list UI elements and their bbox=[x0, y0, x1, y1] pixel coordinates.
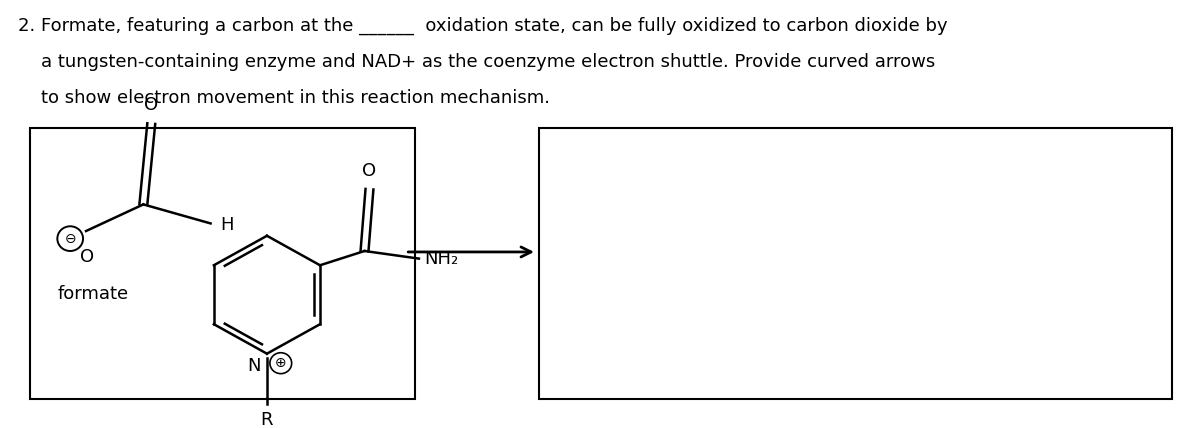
Ellipse shape bbox=[270, 353, 292, 374]
Text: to show electron movement in this reaction mechanism.: to show electron movement in this reacti… bbox=[18, 89, 550, 107]
Text: a tungsten-containing enzyme and NAD+ as the coenzyme electron shuttle. Provide : a tungsten-containing enzyme and NAD+ as… bbox=[18, 53, 935, 71]
Text: H: H bbox=[221, 216, 234, 234]
Text: 2. Formate, featuring a carbon at the ______  oxidation state, can be fully oxid: 2. Formate, featuring a carbon at the __… bbox=[18, 17, 948, 36]
Text: formate: formate bbox=[58, 285, 128, 303]
Bar bbox=[539, 128, 1171, 399]
Ellipse shape bbox=[58, 226, 83, 251]
Text: O: O bbox=[362, 162, 377, 180]
Text: NH₂: NH₂ bbox=[424, 250, 458, 268]
Text: ⊖: ⊖ bbox=[65, 232, 76, 246]
Text: O: O bbox=[144, 96, 158, 114]
Text: O: O bbox=[80, 248, 94, 266]
Bar bbox=[30, 128, 415, 399]
Text: ⊕: ⊕ bbox=[275, 356, 287, 370]
Text: R: R bbox=[260, 411, 274, 428]
Text: N: N bbox=[247, 357, 262, 375]
